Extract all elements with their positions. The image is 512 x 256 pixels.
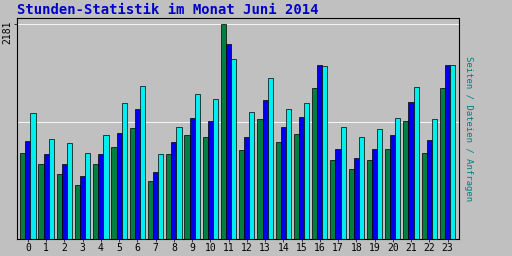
Bar (67, 143, 72, 239)
Bar (409, 102, 414, 239)
Bar (172, 142, 177, 239)
Bar (20, 153, 25, 239)
Bar (166, 154, 172, 239)
Bar (184, 135, 189, 239)
Bar (85, 153, 90, 239)
Bar (377, 129, 382, 239)
Bar (213, 99, 218, 239)
Bar (268, 78, 273, 239)
Bar (135, 109, 140, 239)
Bar (440, 89, 445, 239)
Text: Stunden-Statistik im Monat Juni 2014: Stunden-Statistik im Monat Juni 2014 (17, 3, 318, 17)
Bar (57, 174, 62, 239)
Bar (112, 146, 117, 239)
Bar (189, 118, 195, 239)
Bar (177, 127, 182, 239)
Bar (403, 121, 409, 239)
Bar (49, 139, 54, 239)
Bar (258, 119, 263, 239)
Bar (304, 103, 309, 239)
Bar (421, 153, 426, 239)
Bar (239, 151, 244, 239)
Bar (390, 135, 395, 239)
Bar (130, 128, 135, 239)
Bar (153, 172, 158, 239)
Bar (122, 103, 127, 239)
Bar (335, 148, 340, 239)
Bar (38, 164, 44, 239)
Bar (445, 65, 450, 239)
Bar (414, 88, 419, 239)
Bar (75, 185, 80, 239)
Bar (317, 65, 323, 239)
Bar (203, 137, 208, 239)
Bar (208, 121, 213, 239)
Bar (231, 59, 236, 239)
Bar (286, 109, 291, 239)
Bar (299, 117, 304, 239)
Bar (330, 160, 335, 239)
Bar (354, 158, 359, 239)
Bar (30, 113, 35, 239)
Bar (25, 141, 30, 239)
Bar (117, 133, 122, 239)
Bar (432, 119, 437, 239)
Bar (359, 137, 364, 239)
Bar (263, 100, 268, 239)
Bar (395, 118, 400, 239)
Bar (367, 160, 372, 239)
Bar (385, 148, 390, 239)
Bar (249, 112, 254, 239)
Bar (80, 176, 85, 239)
Bar (195, 94, 200, 239)
Bar (323, 66, 328, 239)
Bar (148, 181, 153, 239)
Bar (281, 127, 286, 239)
Y-axis label: Seiten / Dateien / Anfragen: Seiten / Dateien / Anfragen (464, 56, 474, 201)
Bar (340, 127, 346, 239)
Bar (450, 65, 455, 239)
Bar (140, 87, 145, 239)
Bar (275, 142, 281, 239)
Bar (312, 89, 317, 239)
Bar (244, 137, 249, 239)
Bar (62, 164, 67, 239)
Bar (98, 154, 103, 239)
Bar (349, 169, 354, 239)
Bar (158, 154, 163, 239)
Bar (93, 164, 98, 239)
Bar (221, 24, 226, 239)
Bar (294, 134, 299, 239)
Bar (372, 148, 377, 239)
Bar (226, 44, 231, 239)
Bar (103, 135, 109, 239)
Bar (44, 154, 49, 239)
Bar (426, 140, 432, 239)
